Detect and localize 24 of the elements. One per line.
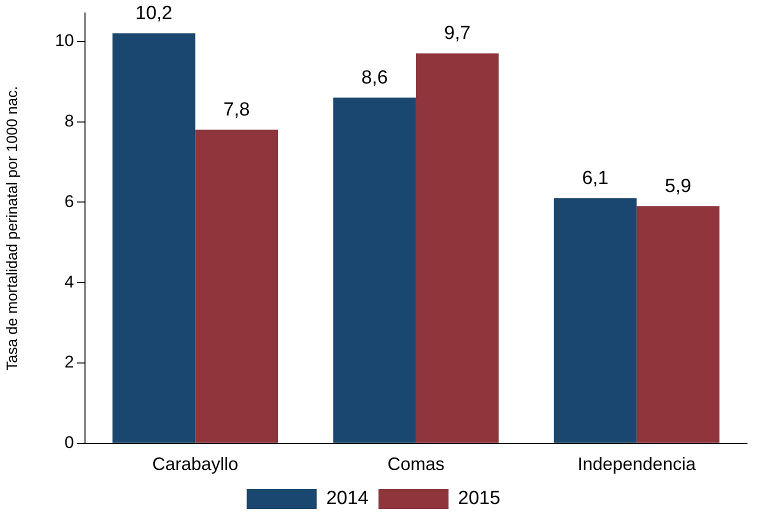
data-label: 7,8 <box>223 100 250 121</box>
bar <box>195 130 278 443</box>
bar <box>636 206 720 443</box>
y-axis-title: Tasa de mortalidad perinatal por 1000 nac. <box>4 86 22 370</box>
y-tick-label: 2 <box>64 352 74 372</box>
data-label: 6,1 <box>582 168 608 189</box>
y-tick-label: 4 <box>64 272 74 292</box>
bar <box>416 53 499 443</box>
y-tick-label: 8 <box>64 111 74 130</box>
y-tick-label: 10 <box>54 31 74 50</box>
x-tick-label: Independencia <box>578 454 697 474</box>
legend-label: 2014 <box>326 488 369 510</box>
x-tick-label: Carabayllo <box>152 454 238 474</box>
data-label: 9,7 <box>444 23 471 44</box>
y-tick-label: 6 <box>64 192 74 211</box>
bar <box>333 98 416 443</box>
y-tick-label: 0 <box>64 433 74 452</box>
data-label: 5,9 <box>664 176 692 197</box>
data-label: 8,6 <box>361 67 388 88</box>
x-tick-label: Comas <box>387 454 444 474</box>
bar <box>112 33 196 443</box>
data-label: 10,2 <box>135 3 172 24</box>
bar <box>554 198 637 443</box>
legend-label: 2015 <box>458 488 500 510</box>
